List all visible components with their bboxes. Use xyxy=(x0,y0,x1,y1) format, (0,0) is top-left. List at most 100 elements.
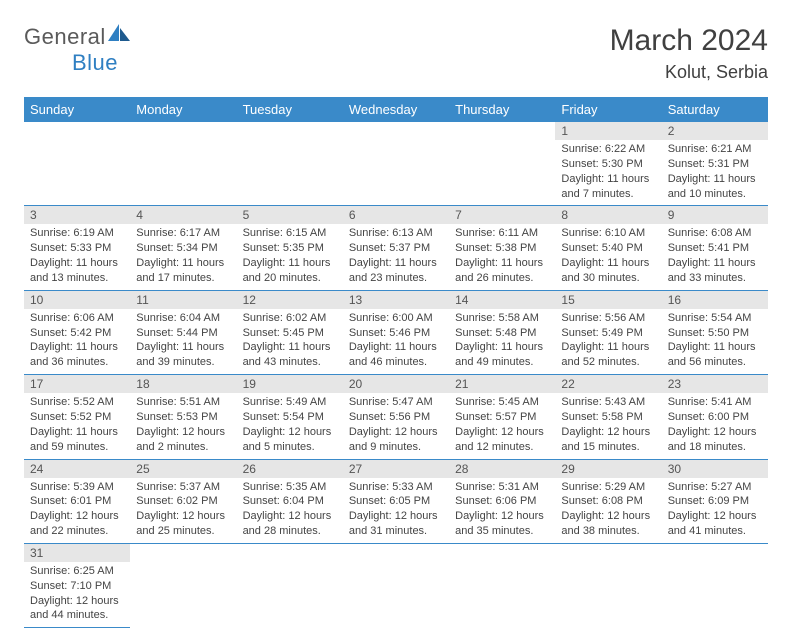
sunset: Sunset: 5:52 PM xyxy=(30,410,124,425)
day-header: Sunday xyxy=(24,97,130,122)
sunrise: Sunrise: 5:43 AM xyxy=(561,395,655,410)
day-number xyxy=(449,122,555,140)
sunrise: Sunrise: 6:11 AM xyxy=(455,226,549,241)
day-number: 26 xyxy=(237,459,343,478)
daylight: Daylight: 12 hours and 25 minutes. xyxy=(136,509,230,539)
header: GeneralBlue March 2024 Kolut, Serbia xyxy=(24,24,768,83)
day-cell: Sunrise: 6:00 AMSunset: 5:46 PMDaylight:… xyxy=(343,309,449,375)
day-cell: Sunrise: 5:51 AMSunset: 5:53 PMDaylight:… xyxy=(130,393,236,459)
day-cell: Sunrise: 5:37 AMSunset: 6:02 PMDaylight:… xyxy=(130,478,236,544)
day-cell xyxy=(130,562,236,628)
sunrise: Sunrise: 6:19 AM xyxy=(30,226,124,241)
day-number: 31 xyxy=(24,543,130,562)
day-cell: Sunrise: 5:35 AMSunset: 6:04 PMDaylight:… xyxy=(237,478,343,544)
day-cell xyxy=(343,562,449,628)
day-cell: Sunrise: 6:17 AMSunset: 5:34 PMDaylight:… xyxy=(130,224,236,290)
sunset: Sunset: 5:41 PM xyxy=(668,241,762,256)
sunset: Sunset: 6:00 PM xyxy=(668,410,762,425)
day-header: Wednesday xyxy=(343,97,449,122)
info-row: Sunrise: 5:52 AMSunset: 5:52 PMDaylight:… xyxy=(24,393,768,459)
day-cell: Sunrise: 5:27 AMSunset: 6:09 PMDaylight:… xyxy=(662,478,768,544)
daylight: Daylight: 12 hours and 41 minutes. xyxy=(668,509,762,539)
day-cell: Sunrise: 6:21 AMSunset: 5:31 PMDaylight:… xyxy=(662,140,768,206)
daynum-row: 31 xyxy=(24,543,768,562)
daylight: Daylight: 12 hours and 31 minutes. xyxy=(349,509,443,539)
day-number xyxy=(237,122,343,140)
day-number: 6 xyxy=(343,206,449,225)
daylight: Daylight: 11 hours and 23 minutes. xyxy=(349,256,443,286)
day-number: 22 xyxy=(555,375,661,394)
sunset: Sunset: 5:45 PM xyxy=(243,326,337,341)
daylight: Daylight: 11 hours and 10 minutes. xyxy=(668,172,762,202)
day-number: 23 xyxy=(662,375,768,394)
day-number: 30 xyxy=(662,459,768,478)
day-number: 18 xyxy=(130,375,236,394)
daylight: Daylight: 11 hours and 46 minutes. xyxy=(349,340,443,370)
day-number: 8 xyxy=(555,206,661,225)
sunrise: Sunrise: 6:13 AM xyxy=(349,226,443,241)
daynum-row: 17181920212223 xyxy=(24,375,768,394)
day-number: 19 xyxy=(237,375,343,394)
day-number: 2 xyxy=(662,122,768,140)
logo-text-gray: General xyxy=(24,24,106,49)
sunrise: Sunrise: 5:56 AM xyxy=(561,311,655,326)
day-cell: Sunrise: 5:56 AMSunset: 5:49 PMDaylight:… xyxy=(555,309,661,375)
sunset: Sunset: 5:46 PM xyxy=(349,326,443,341)
day-cell: Sunrise: 5:52 AMSunset: 5:52 PMDaylight:… xyxy=(24,393,130,459)
day-cell: Sunrise: 6:10 AMSunset: 5:40 PMDaylight:… xyxy=(555,224,661,290)
daylight: Daylight: 12 hours and 5 minutes. xyxy=(243,425,337,455)
day-number xyxy=(343,122,449,140)
sunrise: Sunrise: 5:39 AM xyxy=(30,480,124,495)
sail-icon xyxy=(108,24,130,42)
day-cell: Sunrise: 6:22 AMSunset: 5:30 PMDaylight:… xyxy=(555,140,661,206)
sunrise: Sunrise: 6:08 AM xyxy=(668,226,762,241)
day-number: 10 xyxy=(24,290,130,309)
location: Kolut, Serbia xyxy=(610,62,768,83)
day-cell: Sunrise: 6:19 AMSunset: 5:33 PMDaylight:… xyxy=(24,224,130,290)
daylight: Daylight: 11 hours and 17 minutes. xyxy=(136,256,230,286)
day-cell xyxy=(343,140,449,206)
sunrise: Sunrise: 5:41 AM xyxy=(668,395,762,410)
daylight: Daylight: 11 hours and 20 minutes. xyxy=(243,256,337,286)
sunrise: Sunrise: 5:31 AM xyxy=(455,480,549,495)
daylight: Daylight: 11 hours and 33 minutes. xyxy=(668,256,762,286)
sunset: Sunset: 5:40 PM xyxy=(561,241,655,256)
day-number: 20 xyxy=(343,375,449,394)
day-number: 1 xyxy=(555,122,661,140)
day-number: 12 xyxy=(237,290,343,309)
sunset: Sunset: 6:04 PM xyxy=(243,494,337,509)
day-number xyxy=(662,543,768,562)
logo: GeneralBlue xyxy=(24,24,130,76)
daylight: Daylight: 11 hours and 39 minutes. xyxy=(136,340,230,370)
sunrise: Sunrise: 5:58 AM xyxy=(455,311,549,326)
sunset: Sunset: 5:38 PM xyxy=(455,241,549,256)
sunrise: Sunrise: 5:35 AM xyxy=(243,480,337,495)
daylight: Daylight: 11 hours and 36 minutes. xyxy=(30,340,124,370)
day-number: 11 xyxy=(130,290,236,309)
daylight: Daylight: 11 hours and 13 minutes. xyxy=(30,256,124,286)
sunset: Sunset: 5:48 PM xyxy=(455,326,549,341)
daynum-row: 10111213141516 xyxy=(24,290,768,309)
day-number: 7 xyxy=(449,206,555,225)
day-number xyxy=(130,543,236,562)
sunrise: Sunrise: 5:27 AM xyxy=(668,480,762,495)
day-header: Tuesday xyxy=(237,97,343,122)
daylight: Daylight: 12 hours and 44 minutes. xyxy=(30,594,124,624)
sunrise: Sunrise: 6:10 AM xyxy=(561,226,655,241)
day-number xyxy=(343,543,449,562)
info-row: Sunrise: 5:39 AMSunset: 6:01 PMDaylight:… xyxy=(24,478,768,544)
day-header: Monday xyxy=(130,97,236,122)
day-number: 17 xyxy=(24,375,130,394)
sunset: Sunset: 5:50 PM xyxy=(668,326,762,341)
sunset: Sunset: 5:54 PM xyxy=(243,410,337,425)
day-cell: Sunrise: 5:45 AMSunset: 5:57 PMDaylight:… xyxy=(449,393,555,459)
info-row: Sunrise: 6:06 AMSunset: 5:42 PMDaylight:… xyxy=(24,309,768,375)
daylight: Daylight: 11 hours and 26 minutes. xyxy=(455,256,549,286)
month-title: March 2024 xyxy=(610,24,768,58)
day-cell xyxy=(662,562,768,628)
sunrise: Sunrise: 6:02 AM xyxy=(243,311,337,326)
day-cell: Sunrise: 6:25 AMSunset: 7:10 PMDaylight:… xyxy=(24,562,130,628)
info-row: Sunrise: 6:22 AMSunset: 5:30 PMDaylight:… xyxy=(24,140,768,206)
day-number: 28 xyxy=(449,459,555,478)
day-cell xyxy=(449,562,555,628)
